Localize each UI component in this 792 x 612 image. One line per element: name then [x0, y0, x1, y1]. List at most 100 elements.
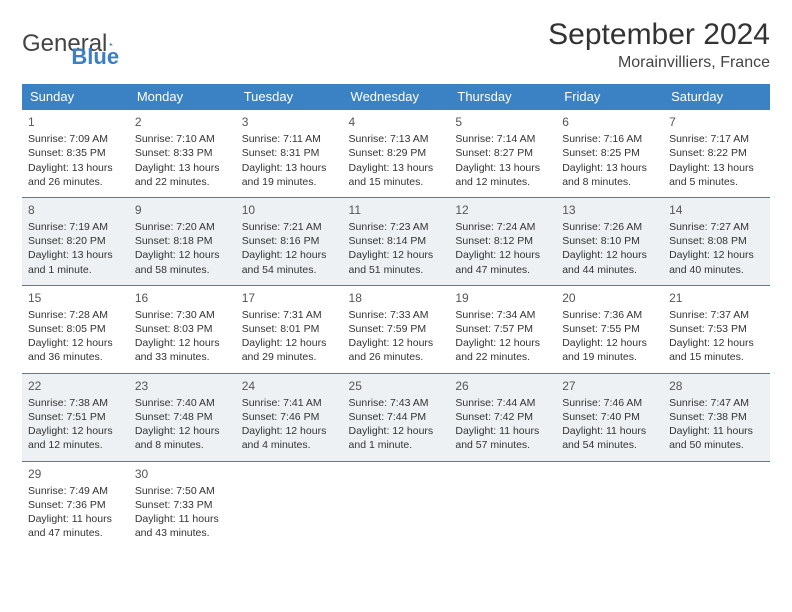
- day-number: 26: [455, 378, 550, 394]
- day-cell: 30Sunrise: 7:50 AMSunset: 7:33 PMDayligh…: [129, 461, 236, 548]
- day-cell: 12Sunrise: 7:24 AMSunset: 8:12 PMDayligh…: [449, 197, 556, 285]
- daylight-text: Daylight: 12 hours and 54 minutes.: [242, 248, 337, 276]
- day-cell: 3Sunrise: 7:11 AMSunset: 8:31 PMDaylight…: [236, 110, 343, 198]
- daylight-text: Daylight: 11 hours and 50 minutes.: [669, 424, 764, 452]
- day-cell: 11Sunrise: 7:23 AMSunset: 8:14 PMDayligh…: [343, 197, 450, 285]
- day-number: 6: [562, 114, 657, 130]
- day-cell: 22 Sunrise: 7:38 AMSunset: 7:51 PMDayligh…: [22, 373, 129, 461]
- sunset-text: Sunset: 8:01 PM: [242, 322, 337, 336]
- daylight-text: Daylight: 11 hours and 57 minutes.: [455, 424, 550, 452]
- day-number: 25: [349, 378, 444, 394]
- sunset-text: Sunset: 7:53 PM: [669, 322, 764, 336]
- col-friday: Friday: [556, 84, 663, 110]
- col-sunday: Sunday: [22, 84, 129, 110]
- day-number: 8: [28, 202, 123, 218]
- sunrise-text: Sunrise: 7:47 AM: [669, 396, 764, 410]
- day-number: 3: [242, 114, 337, 130]
- sunset-text: Sunset: 7:44 PM: [349, 410, 444, 424]
- day-number: 18: [349, 290, 444, 306]
- day-cell: [236, 461, 343, 548]
- daylight-text: Daylight: 12 hours and 19 minutes.: [562, 336, 657, 364]
- sunrise-text: Sunrise: 7:40 AM: [135, 396, 230, 410]
- logo: General Blue: [22, 18, 119, 70]
- sunset-text: Sunset: 7:51 PM: [28, 410, 123, 424]
- sunset-text: Sunset: 8:05 PM: [28, 322, 123, 336]
- day-number: 13: [562, 202, 657, 218]
- day-cell: 18Sunrise: 7:33 AMSunset: 7:59 PMDayligh…: [343, 285, 450, 373]
- sunrise-text: Sunrise: 7:38 AM: [28, 396, 123, 410]
- week-row: 22Sunrise: 7:38 AMSunset: 7:51 PMDayligh…: [22, 373, 770, 461]
- sunset-text: Sunset: 8:35 PM: [28, 146, 123, 160]
- sunset-text: Sunset: 7:38 PM: [669, 410, 764, 424]
- day-cell: 1Sunrise: 7:09 AMSunset: 8:35 PMDaylight…: [22, 110, 129, 198]
- day-cell: 7Sunrise: 7:17 AMSunset: 8:22 PMDaylight…: [663, 110, 770, 198]
- day-cell: 21Sunrise: 7:37 AMSunset: 7:53 PMDayligh…: [663, 285, 770, 373]
- sunrise-text: Sunrise: 7:50 AM: [135, 484, 230, 498]
- daylight-text: Daylight: 13 hours and 19 minutes.: [242, 161, 337, 189]
- day-cell: 10Sunrise: 7:21 AMSunset: 8:16 PMDayligh…: [236, 197, 343, 285]
- daylight-text: Daylight: 12 hours and 40 minutes.: [669, 248, 764, 276]
- day-cell: 20Sunrise: 7:36 AMSunset: 7:55 PMDayligh…: [556, 285, 663, 373]
- sunset-text: Sunset: 7:42 PM: [455, 410, 550, 424]
- day-number: 29: [28, 466, 123, 482]
- day-number: 22: [28, 378, 123, 394]
- day-number: 7: [669, 114, 764, 130]
- sunrise-text: Sunrise: 7:19 AM: [28, 220, 123, 234]
- daylight-text: Daylight: 12 hours and 22 minutes.: [455, 336, 550, 364]
- sunset-text: Sunset: 7:46 PM: [242, 410, 337, 424]
- sunset-text: Sunset: 8:31 PM: [242, 146, 337, 160]
- day-number: 24: [242, 378, 337, 394]
- sunset-text: Sunset: 8:29 PM: [349, 146, 444, 160]
- day-number: 12: [455, 202, 550, 218]
- col-saturday: Saturday: [663, 84, 770, 110]
- sunrise-text: Sunrise: 7:23 AM: [349, 220, 444, 234]
- sunset-text: Sunset: 8:10 PM: [562, 234, 657, 248]
- day-number: 30: [135, 466, 230, 482]
- sunrise-text: Sunrise: 7:43 AM: [349, 396, 444, 410]
- day-number: 21: [669, 290, 764, 306]
- sunset-text: Sunset: 8:33 PM: [135, 146, 230, 160]
- sunrise-text: Sunrise: 7:20 AM: [135, 220, 230, 234]
- col-thursday: Thursday: [449, 84, 556, 110]
- daylight-text: Daylight: 12 hours and 26 minutes.: [349, 336, 444, 364]
- month-title: September 2024: [548, 18, 770, 52]
- header: General Blue September 2024 Morainvillie…: [22, 18, 770, 72]
- day-cell: 25Sunrise: 7:43 AMSunset: 7:44 PMDayligh…: [343, 373, 450, 461]
- daylight-text: Daylight: 13 hours and 8 minutes.: [562, 161, 657, 189]
- day-number: 11: [349, 202, 444, 218]
- day-number: 2: [135, 114, 230, 130]
- logo-text-blue: Blue: [71, 44, 119, 70]
- day-number: 9: [135, 202, 230, 218]
- sunset-text: Sunset: 8:12 PM: [455, 234, 550, 248]
- day-number: 19: [455, 290, 550, 306]
- sunrise-text: Sunrise: 7:09 AM: [28, 132, 123, 146]
- sunrise-text: Sunrise: 7:10 AM: [135, 132, 230, 146]
- sunrise-text: Sunrise: 7:28 AM: [28, 308, 123, 322]
- week-row: 1Sunrise: 7:09 AMSunset: 8:35 PMDaylight…: [22, 110, 770, 198]
- day-cell: 8Sunrise: 7:19 AMSunset: 8:20 PMDaylight…: [22, 197, 129, 285]
- sunset-text: Sunset: 7:57 PM: [455, 322, 550, 336]
- day-cell: 26 Sunrise: 7:44 AMSunset: 7:42 PMDayligh…: [449, 373, 556, 461]
- col-monday: Monday: [129, 84, 236, 110]
- sunset-text: Sunset: 8:22 PM: [669, 146, 764, 160]
- day-number: 27: [562, 378, 657, 394]
- sunrise-text: Sunrise: 7:17 AM: [669, 132, 764, 146]
- week-row: 15Sunrise: 7:28 AMSunset: 8:05 PMDayligh…: [22, 285, 770, 373]
- sunrise-text: Sunrise: 7:44 AM: [455, 396, 550, 410]
- day-cell: 19Sunrise: 7:34 AMSunset: 7:57 PMDayligh…: [449, 285, 556, 373]
- day-cell: 14Sunrise: 7:27 AMSunset: 8:08 PMDayligh…: [663, 197, 770, 285]
- col-wednesday: Wednesday: [343, 84, 450, 110]
- sunset-text: Sunset: 8:27 PM: [455, 146, 550, 160]
- daylight-text: Daylight: 12 hours and 12 minutes.: [28, 424, 123, 452]
- daylight-text: Daylight: 12 hours and 44 minutes.: [562, 248, 657, 276]
- sunset-text: Sunset: 7:36 PM: [28, 498, 123, 512]
- day-cell: 16Sunrise: 7:30 AMSunset: 8:03 PMDayligh…: [129, 285, 236, 373]
- daylight-text: Daylight: 13 hours and 26 minutes.: [28, 161, 123, 189]
- day-number: 28: [669, 378, 764, 394]
- day-number: 16: [135, 290, 230, 306]
- day-cell: 13Sunrise: 7:26 AMSunset: 8:10 PMDayligh…: [556, 197, 663, 285]
- col-tuesday: Tuesday: [236, 84, 343, 110]
- daylight-text: Daylight: 11 hours and 47 minutes.: [28, 512, 123, 540]
- daylight-text: Daylight: 12 hours and 4 minutes.: [242, 424, 337, 452]
- daylight-text: Daylight: 12 hours and 58 minutes.: [135, 248, 230, 276]
